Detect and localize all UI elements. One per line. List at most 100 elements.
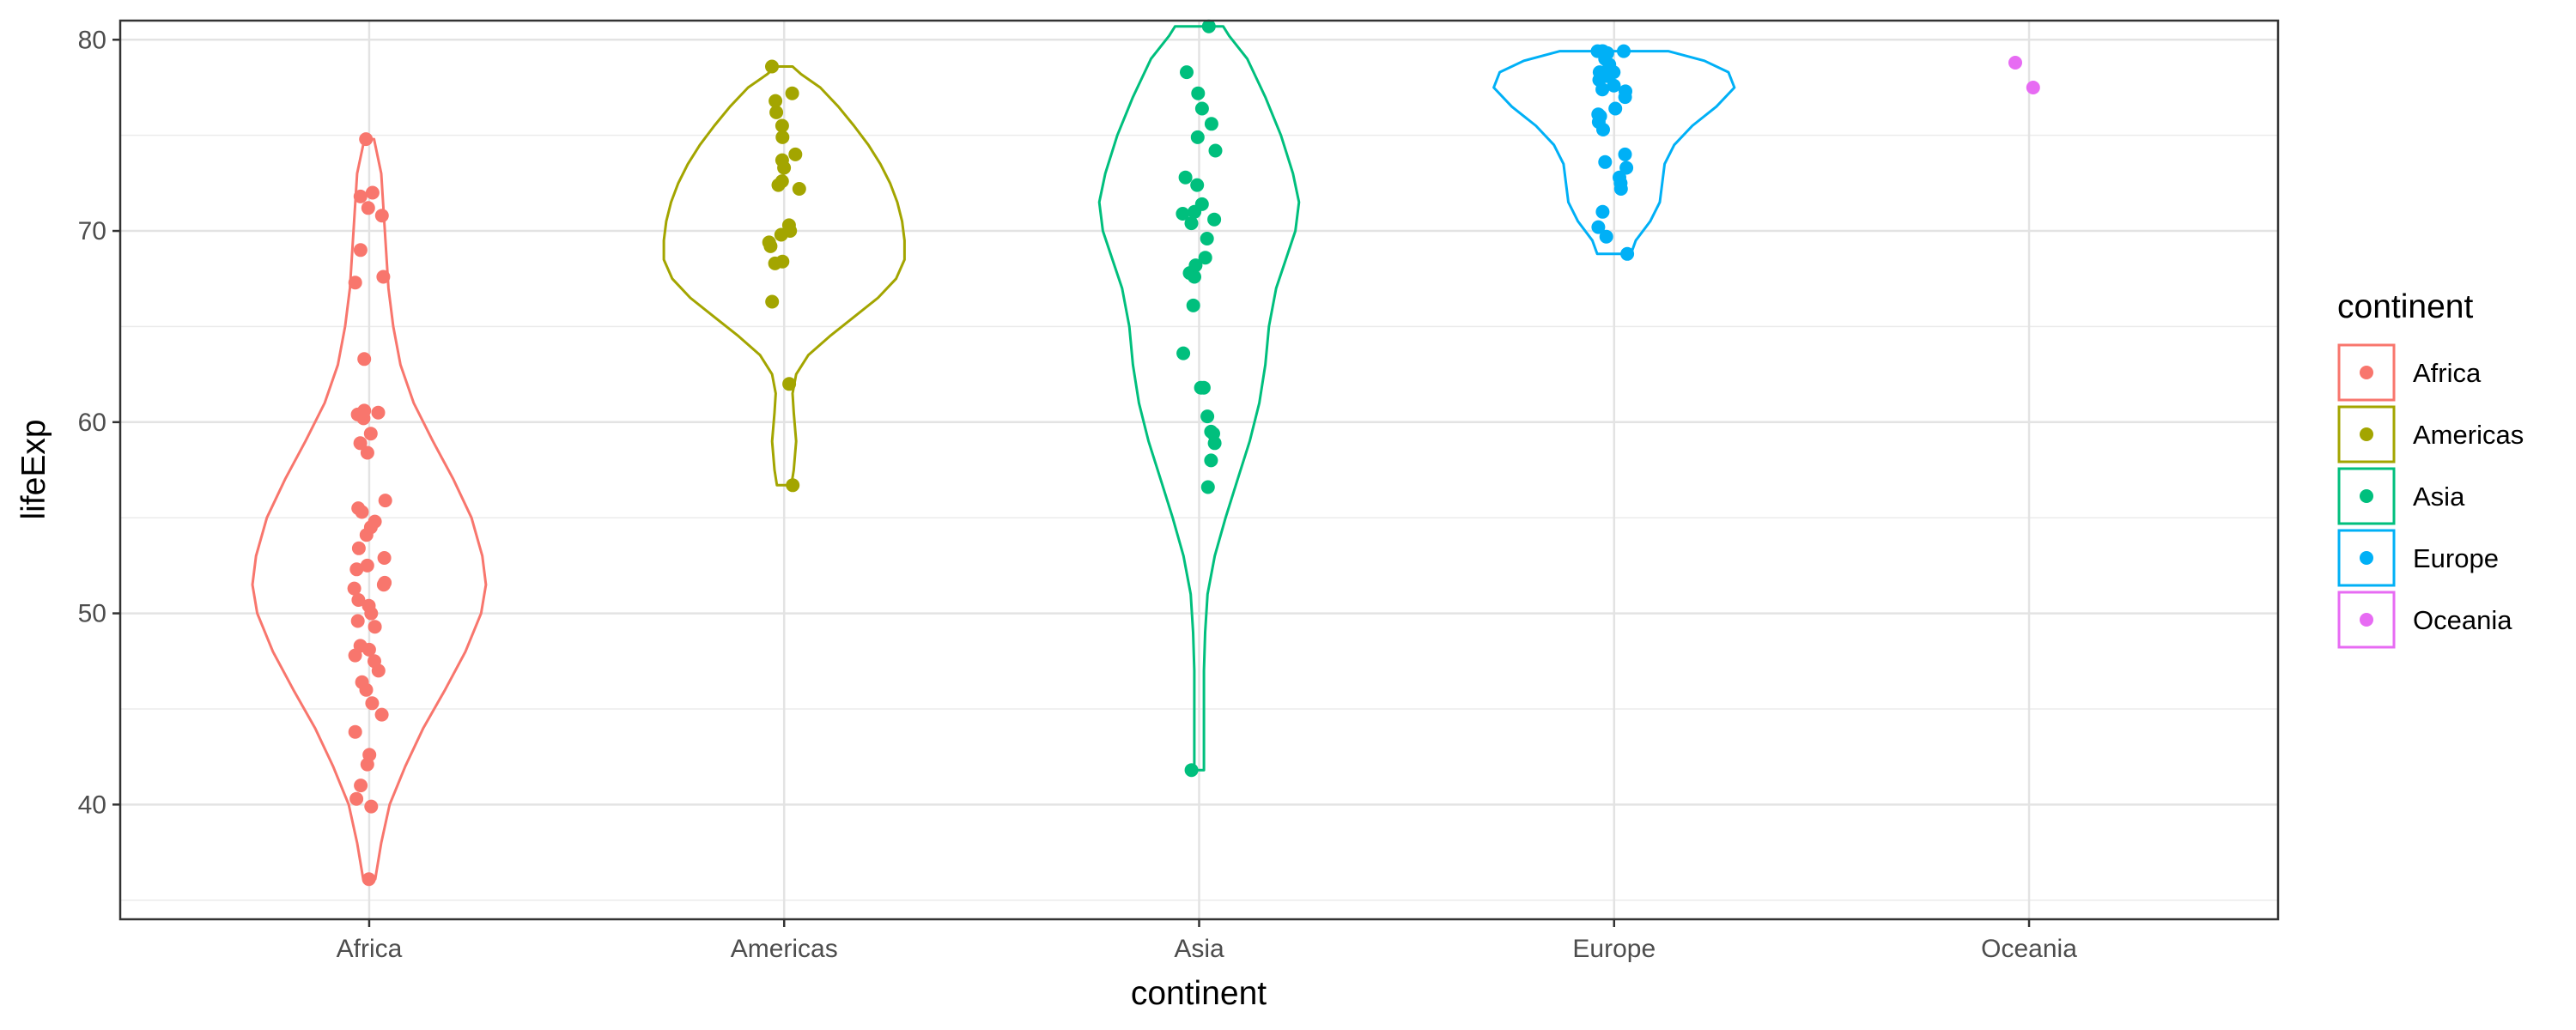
data-point-africa <box>378 575 392 590</box>
data-point-asia <box>1184 216 1199 231</box>
legend-label-europe: Europe <box>2413 543 2499 573</box>
data-point-asia <box>1200 480 1215 494</box>
data-point-americas <box>775 153 789 167</box>
x-tick-label: Oceania <box>1981 935 2077 963</box>
data-point-europe <box>1618 147 1632 161</box>
data-point-africa <box>360 445 374 460</box>
data-point-africa <box>357 352 372 367</box>
y-tick-label: 60 <box>78 409 106 437</box>
data-point-europe <box>1613 170 1626 185</box>
data-point-africa <box>371 405 386 420</box>
data-point-oceania <box>2008 56 2022 70</box>
legend-key-dot <box>2360 489 2373 503</box>
data-point-asia <box>1176 346 1191 360</box>
data-point-europe <box>1607 78 1621 93</box>
data-point-oceania <box>2026 81 2040 94</box>
data-point-africa <box>353 436 368 451</box>
data-point-africa <box>368 514 382 529</box>
legend-key-dot <box>2360 427 2373 441</box>
data-point-africa <box>355 675 369 689</box>
data-point-americas <box>775 118 789 133</box>
legend-key-dot <box>2360 551 2373 565</box>
data-point-asia <box>1198 251 1212 265</box>
legend-label-asia: Asia <box>2413 482 2465 512</box>
data-point-africa <box>361 872 376 887</box>
legend: continent Africa Americas Asia Europe Oceani… <box>2337 288 2524 649</box>
data-point-africa <box>349 791 364 806</box>
data-point-americas <box>769 94 783 108</box>
data-point-asia <box>1178 170 1193 185</box>
data-point-africa <box>376 270 391 284</box>
data-point-americas <box>792 182 806 196</box>
legend-key-dot <box>2360 613 2373 627</box>
data-point-europe <box>1619 161 1634 175</box>
data-point-asia <box>1188 258 1203 273</box>
data-point-europe <box>1619 84 1632 99</box>
data-point-europe <box>1590 44 1605 58</box>
data-point-europe <box>1617 44 1631 58</box>
data-point-africa <box>377 551 392 565</box>
data-point-africa <box>347 581 361 596</box>
data-point-asia <box>1200 409 1215 424</box>
data-point-africa <box>359 132 374 147</box>
data-point-africa <box>363 427 378 441</box>
data-point-americas <box>775 254 790 269</box>
data-point-americas <box>788 147 803 161</box>
data-point-asia <box>1190 130 1205 144</box>
data-point-americas <box>762 235 776 250</box>
data-point-asia <box>1180 65 1194 80</box>
data-point-europe <box>1591 220 1606 234</box>
y-axis-title: lifeExp <box>15 419 52 519</box>
legend-key-dot <box>2360 366 2373 379</box>
data-point-africa <box>349 562 364 577</box>
data-point-africa <box>365 696 380 711</box>
data-points <box>347 19 2040 887</box>
data-point-europe <box>1598 154 1613 169</box>
data-point-africa <box>353 243 368 258</box>
data-point-africa <box>353 189 368 203</box>
data-point-asia <box>1204 453 1218 468</box>
data-point-asia <box>1201 19 1216 33</box>
violin-europe <box>1492 50 1736 256</box>
data-point-africa <box>361 598 376 613</box>
data-point-africa <box>362 748 377 762</box>
data-point-europe <box>1599 229 1613 244</box>
data-point-africa <box>351 593 366 607</box>
data-point-asia <box>1186 298 1200 312</box>
axes: 40 50 60 70 80 Africa Americas Asia Europe Oceani… <box>78 26 2078 963</box>
y-tick-label: 80 <box>78 26 106 54</box>
data-point-asia <box>1194 380 1208 395</box>
legend-label-americas: Americas <box>2413 420 2524 450</box>
data-point-americas <box>765 294 780 309</box>
data-point-africa <box>353 639 368 653</box>
data-point-africa <box>368 620 382 634</box>
data-point-africa <box>348 276 362 290</box>
data-point-americas <box>785 86 799 100</box>
plot-panel <box>118 19 2280 921</box>
data-point-africa <box>357 403 372 418</box>
data-point-africa <box>365 185 380 200</box>
data-point-africa <box>364 799 379 814</box>
data-point-europe <box>1591 107 1606 122</box>
y-tick-label: 70 <box>78 217 106 245</box>
data-point-africa <box>354 779 368 793</box>
data-point-africa <box>350 614 365 628</box>
data-point-americas <box>781 218 796 233</box>
data-point-africa <box>360 558 374 573</box>
x-tick-label: Africa <box>337 935 403 963</box>
violin-asia <box>1097 25 1301 772</box>
data-point-africa <box>378 494 392 508</box>
legend-label-oceania: Oceania <box>2413 605 2512 635</box>
data-point-asia <box>1176 207 1190 221</box>
data-point-asia <box>1194 197 1209 211</box>
data-point-asia <box>1190 178 1205 192</box>
data-point-asia <box>1191 86 1206 100</box>
y-tick-label: 50 <box>78 600 106 628</box>
x-tick-label: Americas <box>731 935 838 963</box>
data-point-americas <box>782 377 797 391</box>
legend-label-africa: Africa <box>2413 358 2482 388</box>
data-point-americas <box>769 105 784 119</box>
data-point-asia <box>1194 101 1209 116</box>
data-point-europe <box>1595 204 1610 219</box>
